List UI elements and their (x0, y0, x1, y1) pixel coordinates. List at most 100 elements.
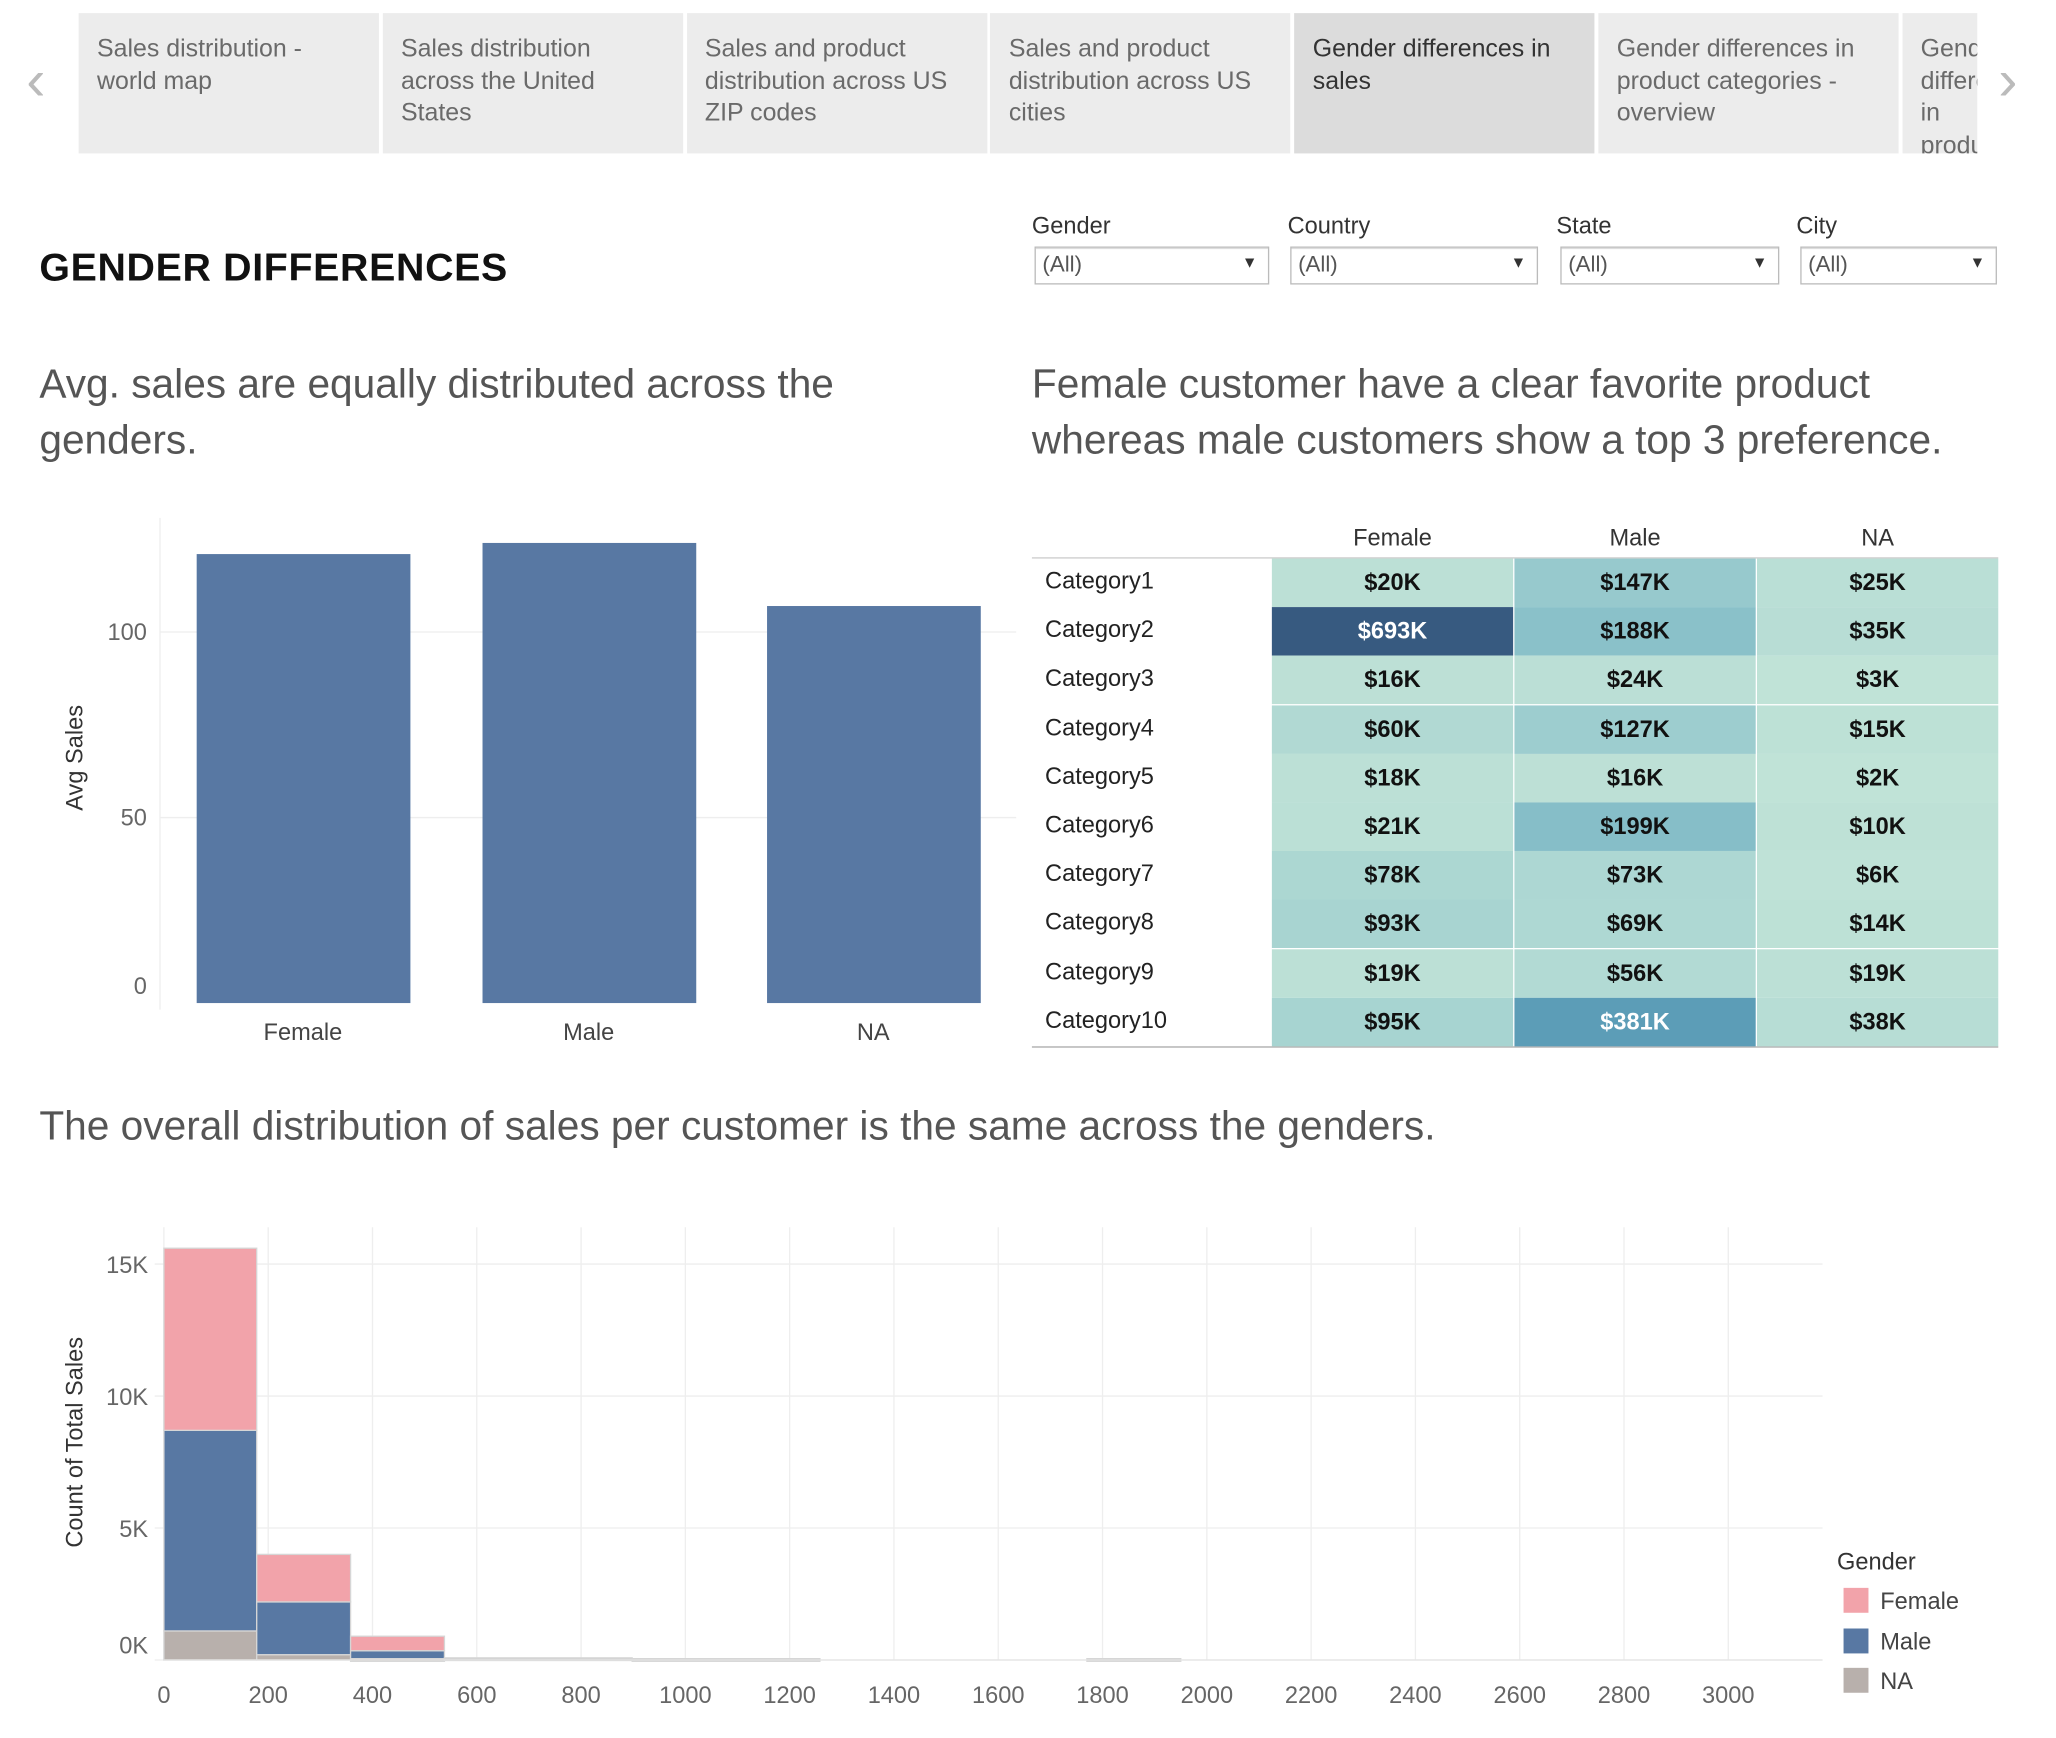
histogram-bar-na (256, 1654, 352, 1661)
x-tick-label: Male (563, 1020, 614, 1046)
legend-item-female[interactable]: Female (1843, 1587, 1959, 1616)
heatmap-cell: $78K (1271, 851, 1514, 900)
heatmap-column-header: NA (1861, 524, 1895, 551)
x-tick-label: NA (857, 1020, 890, 1046)
heatmap-cell: $381K (1514, 997, 1756, 1047)
heatmap-cell: $16K (1271, 656, 1514, 705)
heatmap-row: Category6 $21K $199K $10K (1032, 802, 1999, 851)
heatmap-row: Category4 $60K $127K $15K (1032, 704, 1999, 754)
category-label: Category1 (1045, 567, 1154, 594)
tab-6[interactable]: Gender differences in product categories… (1598, 13, 1899, 154)
category-label: Category7 (1045, 860, 1154, 887)
heatmap-cell: $56K (1514, 948, 1756, 998)
heatmap-row: Category10 $95K $381K $38K (1032, 997, 1999, 1047)
heatmap-row: Category8 $93K $69K $14K (1032, 899, 1999, 949)
y-tick-label: 0K (119, 1633, 148, 1659)
category-heading: Female customer have a clear favorite pr… (1031, 360, 1943, 463)
heatmap-cell: $10K (1757, 802, 1999, 851)
heatmap-cell: $24K (1514, 656, 1756, 705)
x-tick-label: 2400 (1389, 1683, 1442, 1709)
legend-item-na[interactable]: NA (1843, 1667, 1913, 1696)
heatmap-cell: $38K (1757, 997, 1999, 1047)
legend-label: Male (1880, 1627, 1932, 1655)
heatmap-cell: $95K (1271, 997, 1514, 1047)
divider (1031, 1046, 1999, 1048)
heatmap-cell: $693K (1271, 607, 1514, 656)
category-label: Category2 (1045, 616, 1154, 643)
x-tick-label: 1200 (763, 1683, 816, 1709)
y-tick-label: 5K (119, 1517, 148, 1543)
heatmap-cell: $19K (1757, 948, 1999, 998)
tab-3[interactable]: Sales and product distribution across US… (686, 13, 987, 154)
chevron-left-icon[interactable]: ‹ (26, 48, 46, 113)
x-tick-label: 2800 (1598, 1683, 1651, 1709)
x-tick-label: 800 (561, 1683, 600, 1709)
bar-na (767, 606, 981, 1004)
legend-title: Gender (1836, 1548, 1916, 1575)
legend-swatch (1843, 1667, 1869, 1693)
divider (1031, 557, 1999, 559)
category-label: Category5 (1045, 762, 1154, 790)
x-tick-label: 3000 (1702, 1683, 1755, 1709)
heatmap-cell: $6K (1757, 851, 1999, 900)
dropdown-value: (All) (1298, 251, 1338, 277)
gender-filter-dropdown[interactable]: (All) ▼ (1034, 246, 1270, 285)
dropdown-caret-icon: ▼ (1969, 253, 1986, 272)
tab-2[interactable]: Sales distribution across the United Sta… (382, 13, 683, 154)
y-tick-label: 100 (107, 620, 146, 646)
heatmap-column-header: Female (1353, 524, 1432, 551)
tab-4[interactable]: Sales and product distribution across US… (990, 13, 1291, 154)
legend-label: Female (1880, 1587, 1959, 1615)
histogram-bar-male (349, 1650, 446, 1660)
heatmap-row: Category1 $20K $147K $25K (1032, 558, 1999, 608)
chevron-right-icon[interactable]: › (1998, 48, 2018, 113)
x-tick-label: 2200 (1285, 1683, 1338, 1709)
y-tick-label: 0 (134, 974, 147, 1000)
heatmap-cell: $93K (1271, 899, 1514, 949)
dropdown-value: (All) (1808, 251, 1848, 277)
distribution-heading: The overall distribution of sales per cu… (39, 1102, 1436, 1149)
legend-swatch (1843, 1627, 1869, 1653)
bar-male (482, 542, 697, 1004)
x-tick-label: 1800 (1076, 1683, 1129, 1709)
heatmap-cell: $69K (1514, 899, 1756, 949)
histogram-bar-na (163, 1630, 258, 1661)
avg-sales-heading: Avg. sales are equally distributed acros… (39, 360, 834, 463)
tab-7[interactable]: Gender differences in product distr (1902, 13, 1978, 154)
heatmap-cell: $199K (1514, 802, 1756, 851)
country-filter-dropdown[interactable]: (All) ▼ (1290, 246, 1539, 285)
tab-1[interactable]: Sales distribution - world map (78, 13, 379, 154)
heatmap-cell: $19K (1271, 948, 1514, 998)
heatmap-cell: $21K (1271, 802, 1514, 851)
heatmap-row: Category3 $16K $24K $3K (1032, 656, 1999, 705)
x-tick-label: 1400 (868, 1683, 921, 1709)
heatmap-cell: $15K (1757, 704, 1999, 754)
heatmap-cell: $127K (1514, 704, 1756, 754)
city-filter-dropdown[interactable]: (All) ▼ (1800, 246, 1997, 285)
legend-item-male[interactable]: Male (1843, 1627, 1932, 1656)
histogram-bar-male (163, 1429, 258, 1632)
dropdown-caret-icon: ▼ (1510, 253, 1527, 272)
heatmap-row: Category7 $78K $73K $6K (1032, 851, 1999, 900)
state-filter-dropdown[interactable]: (All) ▼ (1560, 246, 1780, 285)
page-title: GENDER DIFFERENCES (39, 246, 508, 290)
x-tick-label: 2000 (1181, 1683, 1234, 1709)
filter-label-country: Country (1287, 212, 1371, 239)
dropdown-caret-icon: ▼ (1751, 253, 1768, 272)
y-axis-title: Avg Sales (63, 705, 89, 811)
category-label: Category3 (1045, 665, 1154, 692)
dropdown-caret-icon: ▼ (1241, 253, 1258, 272)
y-tick-label: 15K (106, 1253, 148, 1279)
category-label: Category8 (1045, 909, 1154, 936)
legend-swatch (1843, 1587, 1869, 1613)
category-label: Category4 (1045, 714, 1154, 741)
filter-label-gender: Gender (1031, 212, 1111, 239)
filter-label-city: City (1796, 212, 1837, 239)
heatmap-cell: $60K (1271, 704, 1514, 754)
heatmap-cell: $25K (1757, 558, 1999, 608)
x-tick-label: 600 (457, 1683, 496, 1709)
category-label: Category10 (1045, 1006, 1168, 1033)
dropdown-value: (All) (1042, 251, 1083, 277)
tab-5[interactable]: Gender differences in sales (1294, 13, 1595, 154)
heatmap-cell: $147K (1514, 558, 1756, 608)
